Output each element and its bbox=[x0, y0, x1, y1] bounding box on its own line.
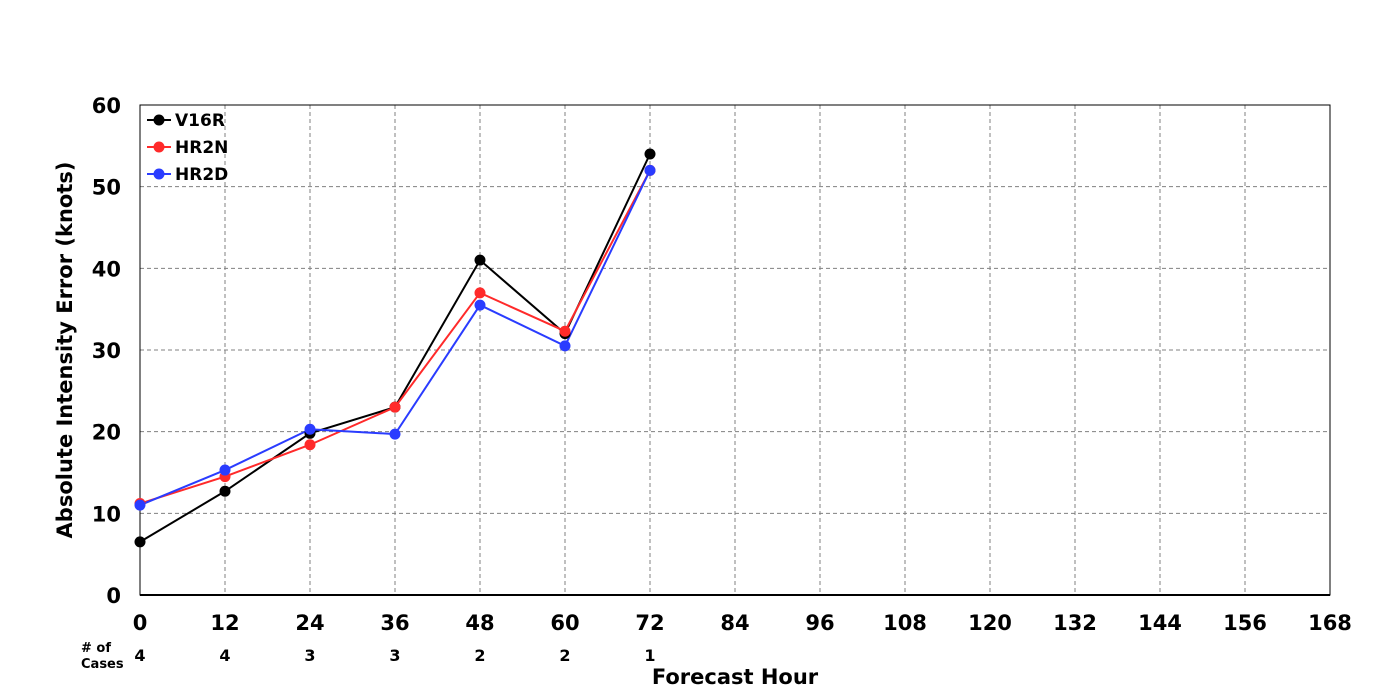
x-tick-label: 60 bbox=[550, 611, 579, 635]
y-tick-label: 30 bbox=[92, 339, 121, 363]
x-tick-label: 144 bbox=[1138, 611, 1182, 635]
y-tick-label: 10 bbox=[92, 502, 121, 526]
data-point-hr2n bbox=[474, 287, 486, 299]
y-tick-label: 50 bbox=[92, 176, 121, 200]
x-tick-label: 72 bbox=[635, 611, 664, 635]
cases-value: 3 bbox=[304, 646, 315, 665]
data-point-v16r bbox=[134, 536, 146, 548]
data-point-hr2d bbox=[474, 299, 486, 311]
legend-label-hr2d: HR2D bbox=[175, 165, 228, 185]
y-tick-label: 40 bbox=[92, 257, 121, 281]
tick-labels: 0 12 24 36 48 60 72 84 96 108 120 132 144 156 168 0 10 20… bbox=[92, 94, 1352, 635]
data-point-v16r bbox=[219, 485, 231, 497]
y-axis-title: Absolute Intensity Error (knots) bbox=[53, 162, 77, 539]
x-tick-label: 84 bbox=[720, 611, 749, 635]
data-point-hr2d bbox=[559, 340, 571, 352]
x-tick-label: 0 bbox=[133, 611, 148, 635]
x-tick-label: 12 bbox=[210, 611, 239, 635]
legend: V16R HR2N HR2D bbox=[147, 111, 228, 185]
cases-label: # of bbox=[81, 641, 111, 656]
cases-value: 2 bbox=[474, 646, 485, 665]
cases-value: 4 bbox=[134, 646, 145, 665]
cases-value: 1 bbox=[644, 646, 655, 665]
x-tick-label: 96 bbox=[805, 611, 834, 635]
cases-value: 4 bbox=[219, 646, 230, 665]
y-tick-label: 60 bbox=[92, 94, 121, 118]
x-tick-label: 36 bbox=[380, 611, 409, 635]
axes bbox=[139, 104, 1331, 596]
legend-marker-hr2n bbox=[153, 141, 165, 153]
y-tick-label: 0 bbox=[106, 584, 121, 608]
data-series bbox=[134, 148, 656, 548]
data-point-hr2d bbox=[389, 428, 401, 440]
x-tick-label: 48 bbox=[465, 611, 494, 635]
x-tick-label: 24 bbox=[295, 611, 324, 635]
legend-marker-v16r bbox=[153, 114, 165, 126]
legend-label-v16r: V16R bbox=[175, 111, 225, 131]
x-tick-label: 108 bbox=[883, 611, 927, 635]
grid-lines bbox=[140, 105, 1330, 595]
data-point-hr2n bbox=[389, 401, 401, 413]
legend-label-hr2n: HR2N bbox=[175, 138, 228, 158]
cases-label: Cases bbox=[81, 657, 124, 672]
x-tick-label: 168 bbox=[1308, 611, 1352, 635]
cases-value: 3 bbox=[389, 646, 400, 665]
data-point-hr2d bbox=[304, 423, 316, 435]
data-point-hr2n bbox=[304, 439, 316, 451]
x-tick-label: 156 bbox=[1223, 611, 1267, 635]
data-point-v16r bbox=[644, 148, 656, 160]
y-tick-label: 20 bbox=[92, 421, 121, 445]
x-tick-label: 132 bbox=[1053, 611, 1097, 635]
data-point-hr2d bbox=[219, 464, 231, 476]
x-tick-label: 120 bbox=[968, 611, 1012, 635]
data-point-hr2d bbox=[644, 164, 656, 176]
legend-marker-hr2d bbox=[153, 168, 165, 180]
data-point-v16r bbox=[474, 254, 486, 266]
x-axis-title: Forecast Hour bbox=[652, 665, 819, 689]
data-point-hr2d bbox=[134, 499, 146, 511]
cases-value: 2 bbox=[559, 646, 570, 665]
data-point-hr2n bbox=[559, 325, 571, 337]
